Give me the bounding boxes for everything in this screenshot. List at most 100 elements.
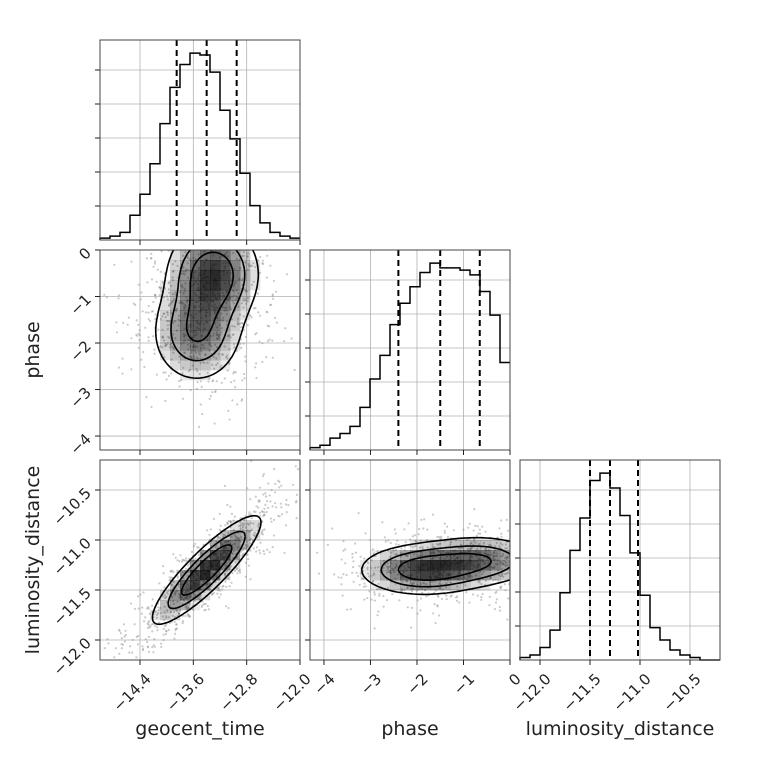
joint-geocent-time-phase-point xyxy=(154,260,157,263)
joint-phase-luminosity-distance-density-cell xyxy=(450,560,461,571)
joint-phase-luminosity-distance-point xyxy=(502,563,505,566)
joint-geocent-time-phase-point xyxy=(159,318,162,321)
joint-phase-luminosity-distance-point xyxy=(426,546,429,549)
joint-geocent-time-phase-point xyxy=(178,380,181,383)
joint-phase-luminosity-distance-point xyxy=(300,555,302,557)
joint-phase-luminosity-distance-contour-1 xyxy=(380,545,510,588)
joint-geocent-time-luminosity-distance-point xyxy=(106,680,108,682)
joint-geocent-time-luminosity-distance-point xyxy=(190,550,193,554)
joint-geocent-time-phase-point xyxy=(134,303,137,306)
joint-geocent-time-phase-point xyxy=(121,357,124,360)
joint-phase-luminosity-distance-point xyxy=(389,555,392,559)
joint-geocent-time-luminosity-distance-point xyxy=(148,620,151,623)
joint-geocent-time-phase-point xyxy=(186,276,190,279)
joint-geocent-time-phase-point xyxy=(215,363,218,367)
joint-geocent-time-phase-point xyxy=(211,391,214,394)
joint-geocent-time-luminosity-distance-point xyxy=(149,625,152,628)
joint-geocent-time-luminosity-distance-point xyxy=(303,498,305,500)
joint-phase-luminosity-distance-point xyxy=(521,584,523,586)
joint-geocent-time-phase-point xyxy=(244,290,247,293)
joint-phase-luminosity-distance-density-cell xyxy=(430,540,441,551)
joint-phase-luminosity-distance-point xyxy=(368,575,371,578)
joint-geocent-time-luminosity-distance-point xyxy=(227,532,230,535)
joint-geocent-time-luminosity-distance-ytick-label-1: −11.5 xyxy=(50,584,95,629)
joint-phase-luminosity-distance-point xyxy=(484,579,487,582)
joint-geocent-time-luminosity-distance-point xyxy=(233,534,236,537)
joint-geocent-time-luminosity-distance-point xyxy=(208,533,211,536)
joint-phase-luminosity-distance-point xyxy=(464,584,467,587)
joint-geocent-time-luminosity-distance-point xyxy=(133,607,136,611)
joint-geocent-time-luminosity-distance-point xyxy=(165,616,168,619)
joint-phase-luminosity-distance-point xyxy=(501,572,504,575)
joint-geocent-time-luminosity-distance-point xyxy=(241,538,244,541)
joint-phase-luminosity-distance-point xyxy=(487,543,491,547)
joint-geocent-time-luminosity-distance-point xyxy=(146,646,149,649)
joint-geocent-time-luminosity-distance-point xyxy=(173,637,176,640)
joint-geocent-time-luminosity-distance-point xyxy=(106,677,108,679)
joint-geocent-time-luminosity-distance-density-cell xyxy=(170,610,181,621)
joint-geocent-time-phase-point xyxy=(105,296,108,299)
joint-geocent-time-phase-point xyxy=(256,292,259,295)
joint-geocent-time-luminosity-distance-point xyxy=(182,571,185,574)
joint-phase-luminosity-distance-point xyxy=(470,541,473,545)
joint-phase-luminosity-distance-xtick-label-0: −4 xyxy=(310,670,338,698)
joint-geocent-time-luminosity-distance-point xyxy=(258,522,261,525)
joint-geocent-time-phase-point xyxy=(126,323,129,326)
joint-geocent-time-phase-density-cell xyxy=(220,270,231,281)
joint-geocent-time-phase-point xyxy=(244,302,248,305)
joint-phase-luminosity-distance-frame xyxy=(309,459,511,661)
joint-phase-luminosity-distance-density-cell xyxy=(430,560,441,571)
joint-geocent-time-phase-point xyxy=(231,324,234,328)
joint-geocent-time-phase-point xyxy=(216,231,218,233)
joint-geocent-time-phase-point xyxy=(213,422,216,425)
joint-phase-luminosity-distance-point xyxy=(491,557,495,560)
joint-geocent-time-luminosity-distance-point xyxy=(234,535,237,538)
joint-geocent-time-phase-density-cell xyxy=(180,250,191,261)
joint-phase-luminosity-distance-point xyxy=(473,538,476,541)
joint-phase-luminosity-distance-point xyxy=(526,595,528,597)
joint-geocent-time-luminosity-distance-point xyxy=(135,635,138,639)
joint-phase-luminosity-distance-point xyxy=(500,535,503,538)
joint-geocent-time-phase-density-cell xyxy=(180,310,191,321)
joint-geocent-time-phase-point xyxy=(251,221,253,223)
joint-phase-luminosity-distance-point xyxy=(443,529,446,532)
joint-geocent-time-phase-point xyxy=(210,242,212,244)
joint-phase-luminosity-distance-point xyxy=(504,556,507,559)
panel-hist-luminosity-distance: −12.0 −11.5 −11.0 −10.5 xyxy=(510,459,721,715)
joint-phase-luminosity-distance-point xyxy=(551,573,553,575)
joint-geocent-time-phase-point xyxy=(209,394,212,398)
joint-geocent-time-luminosity-distance-point xyxy=(233,569,237,572)
joint-geocent-time-luminosity-distance-point xyxy=(209,528,212,531)
joint-geocent-time-luminosity-distance-point xyxy=(181,558,184,561)
joint-phase-luminosity-distance-point xyxy=(419,609,422,612)
joint-geocent-time-phase-point xyxy=(239,313,242,316)
joint-geocent-time-luminosity-distance-point xyxy=(273,491,277,494)
joint-geocent-time-luminosity-distance-point xyxy=(246,553,249,556)
joint-geocent-time-luminosity-distance-point xyxy=(201,604,204,607)
joint-phase-luminosity-distance-point xyxy=(505,572,508,575)
joint-geocent-time-phase-point xyxy=(157,328,160,331)
joint-phase-luminosity-distance-point xyxy=(420,518,423,522)
joint-phase-luminosity-distance-point xyxy=(505,561,508,564)
joint-geocent-time-phase-density-cell xyxy=(170,320,181,331)
joint-geocent-time-phase-point xyxy=(190,351,193,354)
joint-geocent-time-phase-point xyxy=(230,381,233,384)
joint-geocent-time-luminosity-distance-point xyxy=(280,484,283,487)
joint-geocent-time-luminosity-distance-xtick-label-1: −13.6 xyxy=(163,670,208,715)
joint-geocent-time-luminosity-distance-point xyxy=(273,518,276,522)
joint-phase-luminosity-distance-point xyxy=(386,566,389,569)
joint-phase-luminosity-distance-density-cell xyxy=(500,540,510,551)
joint-geocent-time-phase-point xyxy=(273,316,277,319)
joint-phase-luminosity-distance-density-cell xyxy=(480,550,491,561)
joint-geocent-time-phase-point xyxy=(170,312,173,315)
joint-geocent-time-phase-point xyxy=(142,350,145,354)
joint-geocent-time-luminosity-distance-point xyxy=(175,609,178,612)
joint-geocent-time-luminosity-distance-point xyxy=(278,486,281,489)
joint-geocent-time-luminosity-distance-point xyxy=(258,500,261,503)
joint-phase-luminosity-distance-point xyxy=(554,544,556,546)
joint-geocent-time-luminosity-distance-point xyxy=(174,632,177,636)
joint-geocent-time-phase-point xyxy=(215,331,218,334)
joint-phase-luminosity-distance-point xyxy=(426,528,429,531)
joint-phase-luminosity-distance-point xyxy=(404,541,407,544)
joint-geocent-time-luminosity-distance-density-cell xyxy=(210,580,221,591)
